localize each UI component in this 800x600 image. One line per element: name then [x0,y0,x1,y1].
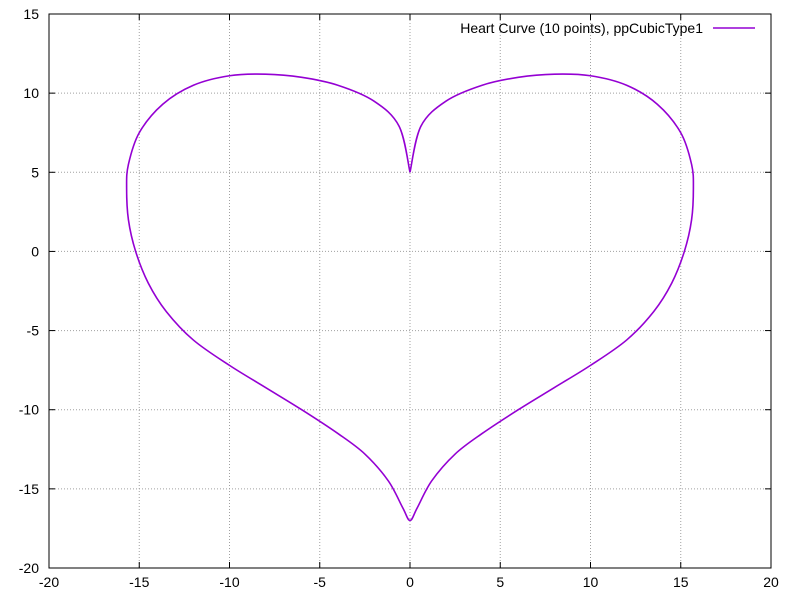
y-tick-label: 10 [23,85,39,101]
x-tick-labels: -20 -15 -10 -5 0 5 10 15 20 [39,574,779,590]
series-line [125,73,695,522]
legend-label: Heart Curve (10 points), ppCubicType1 [460,20,703,36]
x-tick-label: 5 [496,574,504,590]
x-tick-label: -10 [219,574,239,590]
x-tick-label: -5 [314,574,327,590]
y-tick-label: -5 [27,323,40,339]
legend: Heart Curve (10 points), ppCubicType1 [460,20,755,36]
x-tick-label: 20 [763,574,779,590]
y-tick-label: -20 [19,560,39,576]
x-tick-label: 0 [406,574,414,590]
plot-frame [48,13,772,569]
x-tick-label: 15 [673,574,689,590]
y-tick-labels: -20 -15 -10 -5 0 5 10 15 [19,6,39,576]
series-layer [125,73,695,522]
x-tick-label: 10 [583,574,599,590]
y-tick-label: 0 [31,243,39,259]
x-tick-label: -20 [39,574,59,590]
grid [49,14,771,568]
y-tick-label: 5 [31,164,39,180]
y-tick-label: -10 [19,402,39,418]
x-tick-label: -15 [129,574,149,590]
y-tick-label: -15 [19,481,39,497]
y-tick-label: 15 [23,6,39,22]
